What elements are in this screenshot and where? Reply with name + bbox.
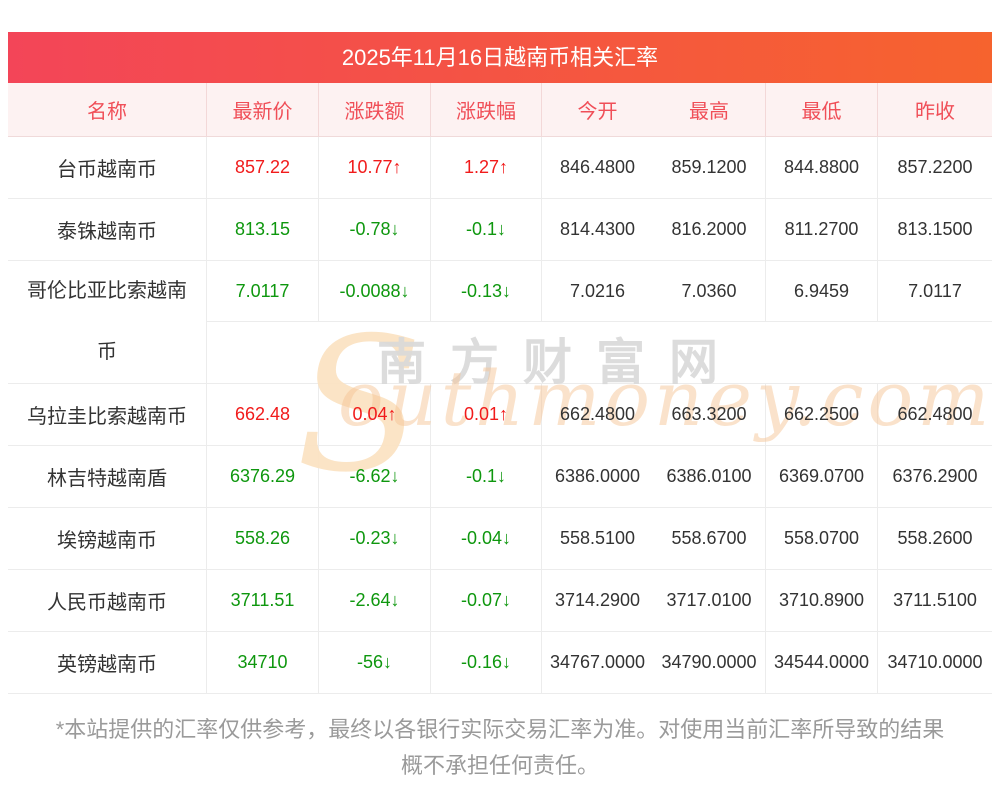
cell-change-percent: -0.16↓	[430, 632, 541, 693]
cell-prev-close: 813.1500	[877, 199, 992, 260]
cell-prev-close: 558.2600	[877, 508, 992, 569]
cell-latest-price: 857.22	[234, 157, 291, 177]
table-body: 台币越南币 857.22 10.77↑ 1.27↑ 846.4800 859.1200 84…	[8, 137, 992, 694]
cell-low: 844.8800	[765, 137, 877, 198]
page-title: 2025年11月16日越南币相关汇率	[8, 32, 992, 83]
cell-open: 814.4300	[541, 199, 653, 260]
header-cell-open: 今开	[541, 83, 653, 136]
cell-name: 泰铢越南币	[8, 199, 207, 260]
cell-prev-close: 34710.0000	[877, 632, 992, 693]
cell-high: 34790.0000	[661, 652, 757, 672]
cell-open: 3714.2900	[541, 570, 653, 631]
cell-low: 6.9459	[765, 261, 877, 322]
cell-name: 哥伦比亚比索越南币	[8, 261, 207, 383]
cell-name: 林吉特越南盾	[8, 446, 207, 507]
table-row: 英镑越南币 34710 -56↓ -0.16↓ 34767.0000 34790.0000…	[8, 632, 992, 694]
cell-prev-close: 3711.5100	[877, 570, 992, 631]
cell-latest-price: 558.26	[234, 528, 291, 548]
cell-name: 台币越南币	[8, 137, 207, 198]
disclaimer-line-1: *本站提供的汇率仅供参考，最终以各银行实际交易汇率为准。对使用当前汇率所导致的结…	[55, 717, 945, 742]
rates-table: S 南方财富网 outhmoney.com 名称 最新价 涨跌额 涨跌幅 今开 最高 最低昨…	[8, 83, 992, 694]
cell-latest-price: 6376.29	[229, 466, 296, 486]
cell-change-percent: -0.1↓	[430, 446, 541, 507]
table-row: 埃镑越南币 558.26 -0.23↓ -0.04↓ 558.5100 558.6700 5…	[8, 508, 992, 570]
table-row: 泰铢越南币 813.15 -0.78↓ -0.1↓ 814.4300 816.2000 81…	[8, 199, 992, 261]
cell-change-percent: -0.04↓	[430, 508, 541, 569]
cell-prev-close: 7.0117	[877, 261, 992, 322]
cell-open: 34767.0000	[541, 632, 653, 693]
disclaimer-line-2: 概不承担任何责任。	[400, 753, 599, 778]
header-cell-high: 最高	[689, 101, 729, 123]
cell-high: 7.0360	[653, 261, 765, 322]
header-cell-prev-close: 昨收	[877, 83, 992, 136]
cell-low: 662.2500	[765, 384, 877, 445]
cell-change-amount: -56↓	[318, 632, 430, 693]
cell-change-amount: -0.23↓	[318, 508, 430, 569]
header-cell-change-amount: 涨跌额	[318, 83, 430, 136]
cell-open: 662.4800	[541, 384, 653, 445]
cell-change-percent: 1.27↑	[430, 137, 541, 198]
cell-latest-price: 34710	[237, 652, 288, 672]
cell-open: 846.4800	[541, 137, 653, 198]
cell-change-amount: 0.04↑	[318, 384, 430, 445]
cell-open: 558.5100	[541, 508, 653, 569]
disclaimer: *本站提供的汇率仅供参考，最终以各银行实际交易汇率为准。对使用当前汇率所导致的结…	[8, 712, 992, 784]
cell-open: 6386.0000	[541, 446, 653, 507]
cell-name: 埃镑越南币	[8, 508, 207, 569]
cell-change-percent: -0.13↓	[430, 261, 541, 322]
table-row: 台币越南币 857.22 10.77↑ 1.27↑ 846.4800 859.1200 84…	[8, 137, 992, 199]
cell-low: 6369.0700	[765, 446, 877, 507]
cell-change-amount: 10.77↑	[318, 137, 430, 198]
empty-cell	[207, 322, 992, 383]
cell-low: 34544.0000	[765, 632, 877, 693]
cell-high: 6386.0100	[666, 466, 752, 486]
header-cell-latest-price: 最新价	[232, 101, 293, 123]
cell-low: 558.0700	[765, 508, 877, 569]
cell-change-amount: -0.0088↓	[318, 261, 430, 322]
cell-prev-close: 662.4800	[877, 384, 992, 445]
cell-change-percent: -0.1↓	[430, 199, 541, 260]
cell-high: 859.1200	[671, 157, 747, 177]
cell-high: 663.3200	[671, 404, 747, 424]
table-row: 乌拉圭比索越南币 662.48 0.04↑ 0.01↑ 662.4800 663.3200…	[8, 384, 992, 446]
table-row: 哥伦比亚比索越南币 7.0117 -0.0088↓ -0.13↓ 7.0216 7.036…	[8, 261, 992, 384]
cell-change-amount: -6.62↓	[318, 446, 430, 507]
cell-name: 英镑越南币	[8, 632, 207, 693]
cell-latest-price: 662.48	[234, 404, 291, 424]
cell-prev-close: 6376.2900	[877, 446, 992, 507]
cell-low: 3710.8900	[765, 570, 877, 631]
cell-change-percent: -0.07↓	[430, 570, 541, 631]
cell-prev-close: 857.2200	[877, 137, 992, 198]
cell-latest-price: 813.15	[234, 219, 291, 239]
table-row: 林吉特越南盾 6376.29 -6.62↓ -0.1↓ 6386.0000 6386.01…	[8, 446, 992, 508]
cell-high: 816.2000	[671, 219, 747, 239]
cell-low: 811.2700	[765, 199, 877, 260]
header-cell-change-percent: 涨跌幅	[430, 83, 541, 136]
header-cell-low: 最低	[765, 83, 877, 136]
cell-name: 乌拉圭比索越南币	[8, 384, 207, 445]
cell-change-amount: -2.64↓	[318, 570, 430, 631]
table-header-row: 名称 最新价 涨跌额 涨跌幅 今开 最高 最低 昨收	[8, 83, 992, 137]
cell-change-percent: 0.01↑	[430, 384, 541, 445]
cell-high: 558.6700	[671, 528, 747, 548]
cell-latest-price: 7.0117	[207, 261, 318, 322]
cell-open: 7.0216	[541, 261, 653, 322]
cell-name: 人民币越南币	[8, 570, 207, 631]
table-row: 人民币越南币 3711.51 -2.64↓ -0.07↓ 3714.2900 3717.0…	[8, 570, 992, 632]
header-cell-name: 名称	[8, 83, 207, 136]
cell-latest-price: 3711.51	[230, 590, 295, 610]
cell-high: 3717.0100	[666, 590, 752, 610]
cell-change-amount: -0.78↓	[318, 199, 430, 260]
